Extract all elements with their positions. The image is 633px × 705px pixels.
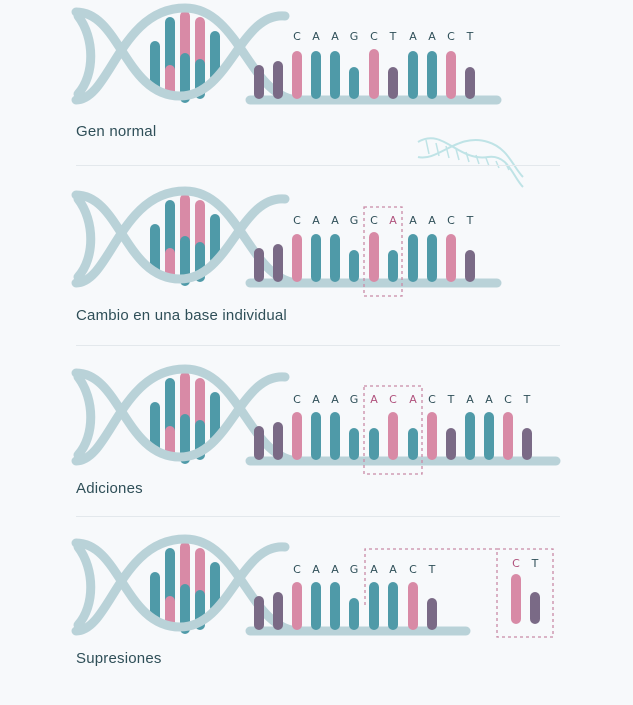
base-letter: A (312, 393, 320, 406)
divider (76, 345, 560, 346)
base-letter: T (389, 30, 397, 43)
base-letter: A (331, 214, 339, 227)
caption-supresiones: Supresiones (76, 650, 162, 667)
base-letter: T (466, 30, 474, 43)
base-letter: A (312, 214, 320, 227)
base-letter: G (350, 214, 359, 227)
base-letter: A (428, 214, 436, 227)
base-letter: C (293, 393, 301, 406)
deletion-connector (364, 548, 497, 605)
removed-letter: T (531, 557, 539, 570)
base-letter: A (370, 563, 378, 576)
base-letter: G (350, 393, 359, 406)
helix-group (71, 534, 471, 636)
mini-helix-rung (445, 145, 450, 159)
base-letter: C (370, 30, 378, 43)
base-letter: A (312, 30, 320, 43)
base-letter: A (331, 393, 339, 406)
base-letter: T (428, 563, 436, 576)
dna-backbone-strand (71, 368, 290, 462)
base-letter: A (331, 563, 339, 576)
base-letter: A (389, 214, 397, 227)
mini-helix-rung (455, 148, 460, 161)
divider (76, 165, 560, 166)
removed-letter: C (512, 557, 520, 570)
mini-helix-rung (465, 151, 470, 163)
caption-cambio-base: Cambio en una base individual (76, 307, 287, 324)
base-letter: A (485, 393, 493, 406)
base-letter: A (428, 30, 436, 43)
dna-backbone-strand (71, 190, 290, 284)
base-letter: G (350, 563, 359, 576)
base-letter: A (409, 30, 417, 43)
caption-gen-normal: Gen normal (76, 123, 157, 140)
base-letter: C (447, 214, 455, 227)
base-letter: G (350, 30, 359, 43)
base-letter: T (523, 393, 531, 406)
dna-backbone-strand (73, 372, 96, 460)
base-letter: A (409, 393, 417, 406)
mini-helix-rung (435, 142, 440, 157)
base-letter: C (504, 393, 512, 406)
mini-helix-rung (485, 157, 490, 167)
dna-backbone-strand (71, 7, 290, 101)
base-letter: C (293, 30, 301, 43)
dna-backbone-strand (73, 194, 96, 282)
highlight-box (363, 385, 423, 475)
base-letter: C (409, 563, 417, 576)
base-letter: T (466, 214, 474, 227)
base-letter: A (409, 214, 417, 227)
dna-backbone-strand (73, 542, 96, 630)
base-letter: C (293, 214, 301, 227)
base-letter: C (293, 563, 301, 576)
base-letter: A (389, 563, 397, 576)
dna-backbone-strand (71, 538, 290, 632)
mini-helix-rung (425, 139, 430, 155)
base-letter: T (447, 393, 455, 406)
base-letter: A (466, 393, 474, 406)
mini-helix-strand (417, 137, 524, 188)
highlight-box (363, 206, 403, 297)
divider (76, 516, 560, 517)
helix-group (71, 364, 561, 466)
base-letter: C (389, 393, 397, 406)
base-letter: A (331, 30, 339, 43)
mini-helix-rung (495, 160, 500, 169)
dna-backbone-strand (73, 11, 96, 99)
mini-helix-strand (417, 139, 524, 178)
helix-group (71, 3, 502, 105)
base-letter: A (312, 563, 320, 576)
mini-helix-rung (475, 154, 480, 165)
caption-adiciones: Adiciones (76, 480, 143, 497)
base-letter: C (370, 214, 378, 227)
base-letter: C (428, 393, 436, 406)
base-letter: A (370, 393, 378, 406)
highlight-box (496, 548, 554, 638)
base-letter: C (447, 30, 455, 43)
